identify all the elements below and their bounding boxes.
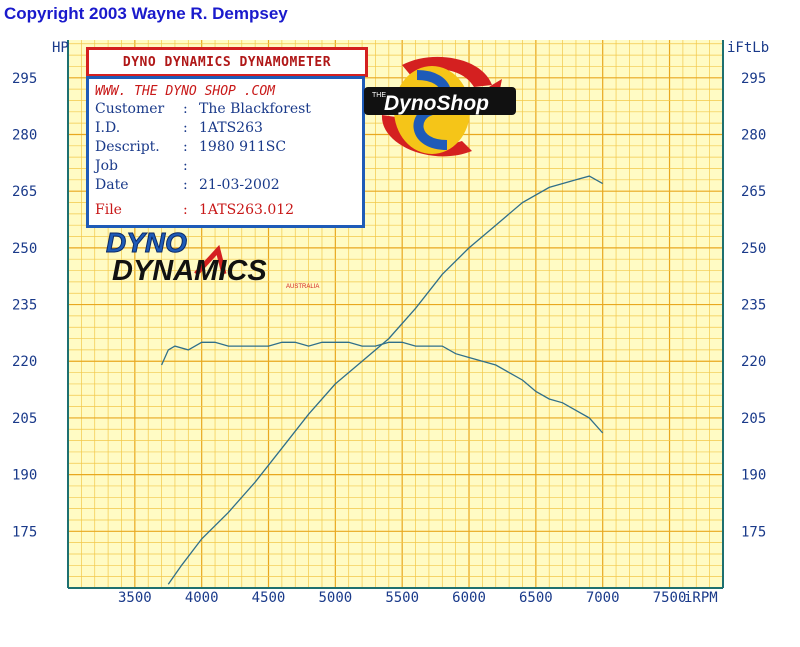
x-tick-label: 5000	[318, 590, 352, 606]
dyno-logo-sub: AUSTRALIA	[286, 284, 319, 290]
info-label: Descript.	[95, 138, 183, 157]
info-panel: WWW. THE DYNO SHOP .COM Customer: The Bla…	[86, 76, 365, 228]
y-tick-label-left: 190	[12, 468, 37, 484]
x-tick-label: 7000	[586, 590, 620, 606]
info-value: 21-03-2002	[199, 176, 280, 195]
y-tick-label-right: 175	[741, 524, 766, 540]
y-tick-label-left: 250	[12, 241, 37, 257]
y-axis-right-label: iFtLb	[727, 40, 769, 56]
y-tick-label-right: 190	[741, 468, 766, 484]
x-tick-label: 7500	[653, 590, 687, 606]
info-rows: Customer: The Blackforest I.D.:1ATS263 De…	[95, 100, 362, 220]
info-label: Date	[95, 176, 183, 195]
x-tick-label: 6500	[519, 590, 553, 606]
y-tick-label-left: 205	[12, 411, 37, 427]
info-value: 1ATS263	[199, 119, 263, 138]
info-separator: :	[183, 100, 199, 119]
info-label: File	[95, 201, 183, 220]
info-value: 1980 911SC	[199, 138, 286, 157]
x-tick-label: 5500	[385, 590, 419, 606]
info-row-job: Job:	[95, 157, 362, 176]
dyno-logo-line1: DYNO	[106, 230, 187, 258]
info-row-file: File:1ATS263.012	[95, 201, 362, 220]
dyno-dynamics-logo: DYNO DYNAMICS AUSTRALIA	[106, 230, 338, 292]
x-tick-label: 3500	[118, 590, 152, 606]
y-tick-label-right: 220	[741, 354, 766, 370]
y-tick-label-left: 265	[12, 184, 37, 200]
y-tick-label-left: 235	[12, 298, 37, 314]
info-row-date: Date:21-03-2002	[95, 176, 362, 195]
dynoshop-logo: THE DynoShop	[362, 55, 522, 165]
x-tick-label: 6000	[452, 590, 486, 606]
y-tick-label-right: 205	[741, 411, 766, 427]
y-tick-label-right: 295	[741, 71, 766, 87]
dyno-title: DYNO DYNAMICS DYNAMOMETER	[123, 55, 331, 70]
y-tick-label-right: 250	[741, 241, 766, 257]
y-axis-left-label: HP	[52, 40, 69, 56]
info-row-id: I.D.:1ATS263	[95, 119, 362, 138]
website-text: WWW. THE DYNO SHOP .COM	[95, 83, 362, 100]
y-tick-label-right: 235	[741, 298, 766, 314]
info-separator: :	[183, 157, 199, 176]
y-tick-label-left: 295	[12, 71, 37, 87]
info-separator: :	[183, 201, 199, 220]
y-tick-label-left: 220	[12, 354, 37, 370]
dynoshop-text: DynoShop	[384, 92, 489, 115]
info-row-description: Descript.:1980 911SC	[95, 138, 362, 157]
info-value: 1ATS263.012	[199, 201, 294, 220]
info-separator: :	[183, 176, 199, 195]
y-tick-label-right: 265	[741, 184, 766, 200]
x-tick-label: 4500	[252, 590, 286, 606]
info-separator: :	[183, 119, 199, 138]
dyno-logo-line2: DYNAMICS	[112, 255, 267, 287]
y-tick-label-right: 280	[741, 127, 766, 143]
info-label: Job	[95, 157, 183, 176]
info-label: Customer	[95, 100, 183, 119]
info-value: The Blackforest	[199, 100, 311, 119]
dyno-title-box: DYNO DYNAMICS DYNAMOMETER	[86, 47, 368, 77]
y-tick-label-left: 175	[12, 524, 37, 540]
info-label: I.D.	[95, 119, 183, 138]
info-separator: :	[183, 138, 199, 157]
x-tick-label: 4000	[185, 590, 219, 606]
info-row-customer: Customer: The Blackforest	[95, 100, 362, 119]
y-tick-label-left: 280	[12, 127, 37, 143]
x-axis-label: iRPM	[684, 590, 718, 606]
